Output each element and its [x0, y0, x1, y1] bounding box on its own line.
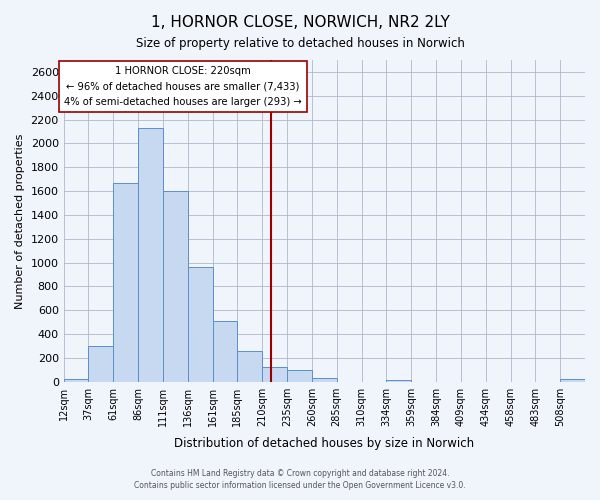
Bar: [312, 378, 337, 382]
Bar: [113, 182, 138, 382]
Text: 1 HORNOR CLOSE: 220sqm
← 96% of detached houses are smaller (7,433)
4% of semi-d: 1 HORNOR CLOSE: 220sqm ← 96% of detached…: [64, 66, 302, 107]
Bar: [287, 370, 312, 382]
Bar: [560, 380, 585, 382]
Bar: [238, 352, 262, 382]
Bar: [64, 380, 88, 382]
Bar: [88, 346, 113, 382]
Y-axis label: Number of detached properties: Number of detached properties: [15, 133, 25, 308]
Text: Size of property relative to detached houses in Norwich: Size of property relative to detached ho…: [136, 38, 464, 51]
Bar: [163, 191, 188, 382]
X-axis label: Distribution of detached houses by size in Norwich: Distribution of detached houses by size …: [174, 437, 475, 450]
Bar: [262, 367, 287, 382]
Text: 1, HORNOR CLOSE, NORWICH, NR2 2LY: 1, HORNOR CLOSE, NORWICH, NR2 2LY: [151, 15, 449, 30]
Text: Contains HM Land Registry data © Crown copyright and database right 2024.
Contai: Contains HM Land Registry data © Crown c…: [134, 468, 466, 490]
Bar: [386, 380, 411, 382]
Bar: [138, 128, 163, 382]
Bar: [188, 268, 212, 382]
Bar: [212, 321, 238, 382]
